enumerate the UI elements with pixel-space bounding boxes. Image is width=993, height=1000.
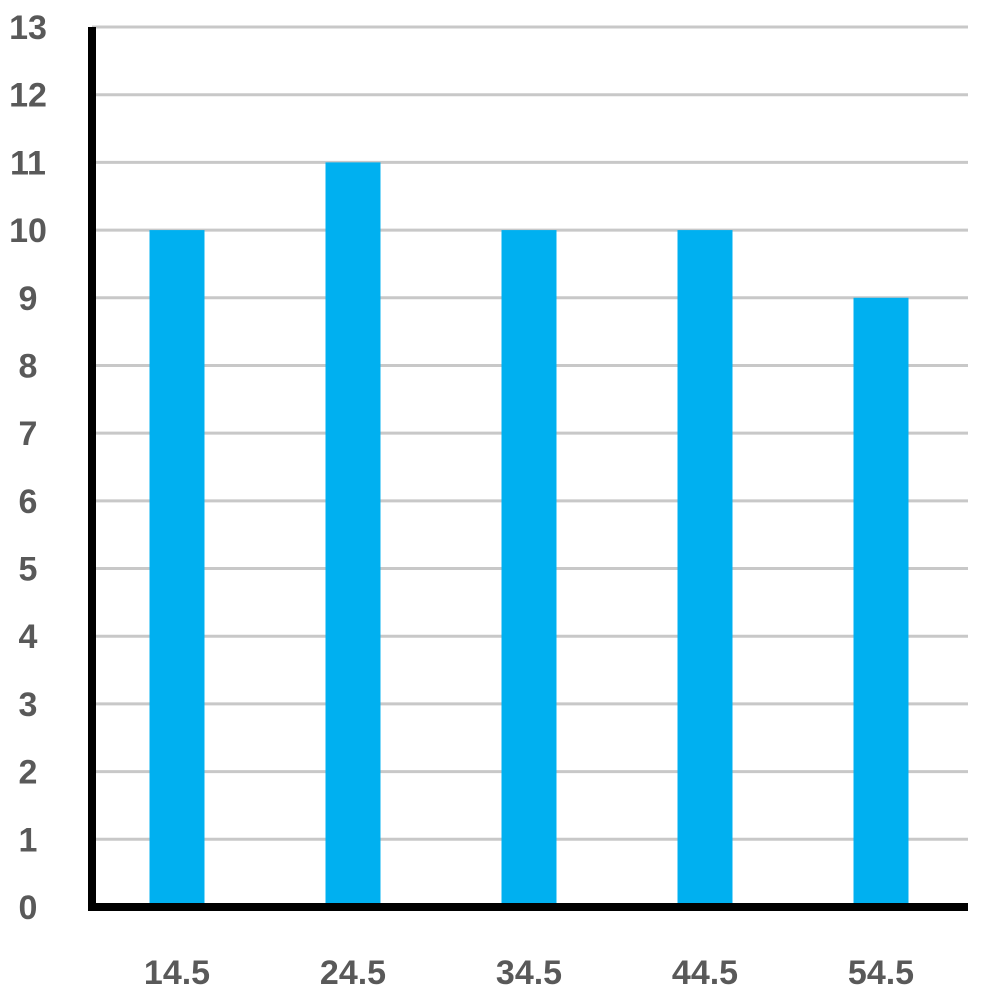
- x-tick-label: 44.5: [672, 954, 738, 992]
- y-tick-label: 4: [19, 618, 38, 656]
- x-tick-label: 24.5: [320, 954, 386, 992]
- y-tick-label: 9: [19, 280, 38, 318]
- axes: [88, 27, 968, 911]
- x-tick-labels: 14.5 24.5 34.5 44.5 54.5: [144, 954, 914, 992]
- x-tick-label: 34.5: [496, 954, 562, 992]
- y-tick-label: 3: [19, 686, 38, 724]
- bar-54.5: [853, 297, 909, 907]
- y-tick-label: 8: [19, 347, 38, 385]
- x-tick-label: 54.5: [848, 954, 914, 992]
- y-tick-label: 0: [19, 889, 38, 927]
- y-tick-label: 5: [19, 551, 38, 589]
- y-tick-label: 2: [19, 754, 38, 792]
- bar-14.5: [149, 230, 205, 908]
- y-tick-label: 13: [9, 9, 47, 47]
- y-tick-label: 6: [19, 483, 38, 521]
- y-tick-label: 12: [9, 77, 47, 115]
- y-tick-label: 10: [9, 212, 47, 250]
- bar-44.5: [677, 230, 733, 908]
- bars: [149, 162, 909, 908]
- bar-34.5: [501, 230, 557, 908]
- bar-24.5: [325, 162, 381, 907]
- x-tick-label: 14.5: [144, 954, 210, 992]
- y-tick-label: 11: [10, 144, 46, 182]
- y-tick-label: 7: [19, 415, 38, 453]
- y-tick-label: 1: [19, 821, 38, 859]
